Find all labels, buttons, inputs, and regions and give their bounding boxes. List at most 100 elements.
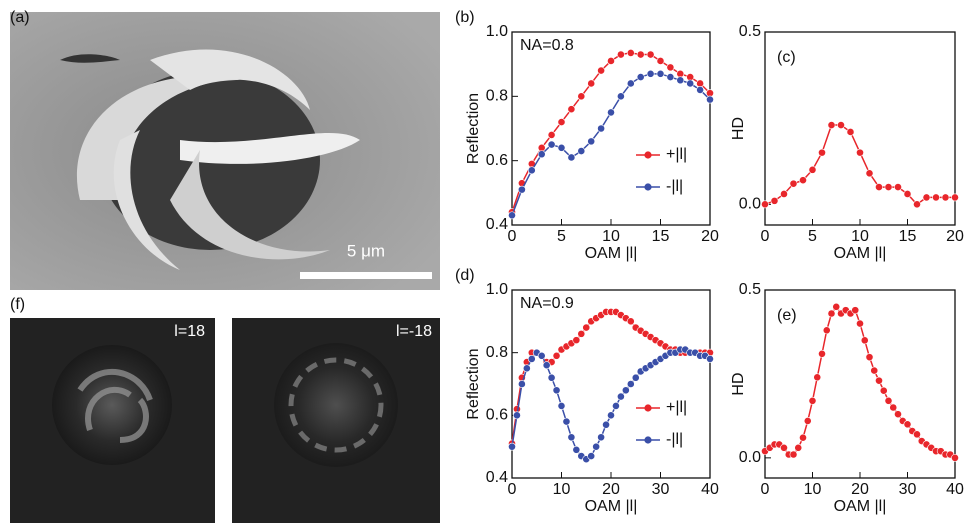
data-point xyxy=(528,167,535,174)
data-point xyxy=(568,106,575,113)
data-point xyxy=(677,70,684,77)
x-axis-label: OAM |l| xyxy=(834,245,887,262)
data-point xyxy=(558,144,565,151)
y-axis-label: HD xyxy=(730,372,747,395)
image-label: l=18 xyxy=(174,323,205,340)
x-tick-label: 10 xyxy=(553,481,571,498)
data-point xyxy=(583,324,590,331)
data-point xyxy=(617,51,624,58)
data-point xyxy=(904,190,911,197)
data-point xyxy=(588,452,595,459)
x-tick-label: 20 xyxy=(602,481,620,498)
y-tick-label: 0.6 xyxy=(486,407,508,424)
data-point xyxy=(799,177,806,184)
data-point xyxy=(894,183,901,190)
data-point xyxy=(894,411,901,418)
data-point xyxy=(790,451,797,458)
data-point xyxy=(538,151,545,158)
data-point xyxy=(809,397,816,404)
data-point xyxy=(885,397,892,404)
data-point xyxy=(866,170,873,177)
data-point xyxy=(771,197,778,204)
x-tick-label: 20 xyxy=(946,228,964,245)
panel-label: (b) xyxy=(455,9,475,26)
panel-label: (f) xyxy=(10,296,25,313)
legend-marker xyxy=(644,151,651,158)
data-point xyxy=(871,367,878,374)
x-axis-label: OAM |l| xyxy=(585,245,638,262)
data-point xyxy=(904,421,911,428)
data-point xyxy=(667,73,674,80)
data-point xyxy=(780,190,787,197)
legend-label: -|l| xyxy=(666,178,683,195)
data-point xyxy=(528,355,535,362)
data-point xyxy=(578,93,585,100)
data-point xyxy=(647,51,654,58)
legend-label: +|l| xyxy=(666,146,687,163)
data-point xyxy=(706,355,713,362)
data-point xyxy=(578,147,585,154)
x-axis-label: OAM |l| xyxy=(834,498,887,515)
data-point xyxy=(607,109,614,116)
data-point xyxy=(804,417,811,424)
data-point xyxy=(627,380,634,387)
data-point xyxy=(627,318,634,325)
data-point xyxy=(598,434,605,441)
data-point xyxy=(852,307,859,314)
data-point xyxy=(657,70,664,77)
data-point xyxy=(563,418,570,425)
data-point xyxy=(861,337,868,344)
figure: 5 μm (a) (f) l=18 l=-18 051015200.40.60.… xyxy=(0,0,968,523)
data-point xyxy=(538,352,545,359)
data-point xyxy=(513,412,520,419)
data-point xyxy=(856,320,863,327)
x-tick-label: 0 xyxy=(761,228,770,245)
x-tick-label: 0 xyxy=(508,481,517,498)
data-point xyxy=(814,374,821,381)
beam-image: l=-18 xyxy=(232,318,440,523)
data-point xyxy=(523,365,530,372)
data-point xyxy=(828,310,835,317)
data-point xyxy=(508,443,515,450)
data-point xyxy=(667,64,674,71)
data-point xyxy=(809,166,816,173)
data-point xyxy=(558,118,565,125)
data-point xyxy=(598,67,605,74)
data-point xyxy=(951,454,958,461)
x-tick-label: 5 xyxy=(808,228,817,245)
panel-label: (e) xyxy=(777,307,797,324)
y-tick-label: 0.5 xyxy=(739,281,761,298)
y-tick-label: 0.4 xyxy=(486,469,508,486)
data-point xyxy=(761,201,768,208)
data-point xyxy=(602,421,609,428)
image-label: l=-18 xyxy=(396,323,432,340)
x-tick-label: 15 xyxy=(652,228,670,245)
x-tick-label: 40 xyxy=(701,481,719,498)
annotation: NA=0.8 xyxy=(520,37,574,54)
data-point xyxy=(607,57,614,64)
data-point xyxy=(588,138,595,145)
data-point xyxy=(780,444,787,451)
data-point xyxy=(548,131,555,138)
y-axis-label: Reflection xyxy=(465,93,482,164)
data-point xyxy=(632,374,639,381)
data-point xyxy=(866,354,873,361)
data-point xyxy=(890,404,897,411)
data-point xyxy=(818,149,825,156)
data-point xyxy=(558,402,565,409)
data-point xyxy=(706,96,713,103)
x-tick-label: 20 xyxy=(851,481,869,498)
data-point xyxy=(837,121,844,128)
panel-label: (c) xyxy=(777,49,796,66)
legend-marker xyxy=(644,183,651,190)
x-tick-label: 0 xyxy=(761,481,770,498)
data-point xyxy=(548,141,555,148)
x-tick-label: 15 xyxy=(899,228,917,245)
data-point xyxy=(578,330,585,337)
y-tick-label: 0.0 xyxy=(739,449,761,466)
data-point xyxy=(553,352,560,359)
data-point xyxy=(612,402,619,409)
data-line xyxy=(765,125,955,204)
data-point xyxy=(847,128,854,135)
data-point xyxy=(617,93,624,100)
